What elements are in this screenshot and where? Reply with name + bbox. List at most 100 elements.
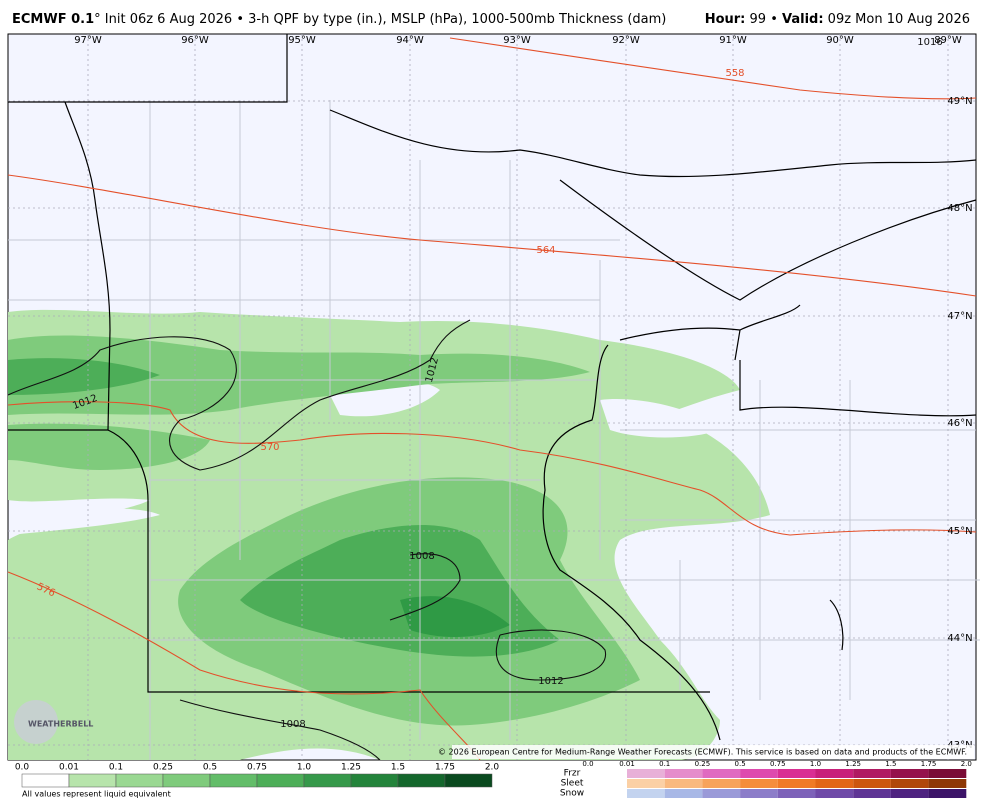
rain-swatch (115, 773, 164, 788)
thickness-label: 564 (536, 245, 555, 256)
mix-tick-label: 0.75 (770, 760, 786, 768)
mix-label: Frzr (564, 769, 581, 779)
rain-swatch (303, 773, 352, 788)
mix-swatch (627, 779, 665, 788)
mix-swatch (890, 769, 929, 778)
latitude-label: 46°N (947, 418, 972, 429)
watermark-text: WEATHERBELL (28, 720, 93, 729)
mix-tick-label: 0.1 (659, 760, 670, 768)
mix-swatch (853, 789, 891, 798)
mix-swatch (702, 789, 741, 798)
thickness-contours (7, 37, 977, 761)
rain-swatch (21, 773, 70, 788)
longitude-label: 90°W (826, 35, 854, 46)
mix-swatch (853, 779, 891, 788)
copyright: © 2026 European Centre for Medium-Range … (438, 748, 967, 757)
mix-tick-label: 0.0 (582, 760, 593, 768)
valid-label: Valid: (782, 12, 824, 27)
pressure-contours (7, 319, 607, 761)
pressure-label: 1008 (280, 719, 305, 730)
rain-tick-label: 0.0 (15, 763, 30, 773)
legend: All values represent liquid equivalent 0… (15, 760, 972, 799)
rain-tick-label: 0.75 (247, 763, 267, 773)
rain-tick-label: 1.25 (341, 763, 361, 773)
county-lines (8, 100, 980, 760)
longitude-label: 89°W (934, 35, 962, 46)
mix-tick-label: 1.75 (921, 760, 937, 768)
rain-swatch (162, 773, 211, 788)
rain-swatch (68, 773, 117, 788)
latitude-label: 45°N (947, 526, 972, 537)
thickness-label: 558 (725, 68, 744, 79)
rain-swatch (397, 773, 446, 788)
mix-label: Snow (560, 789, 584, 799)
mix-swatch (664, 789, 703, 798)
latitude-label: 49°N (947, 96, 972, 107)
mix-swatch (664, 779, 703, 788)
model: ECMWF 0.1 (12, 12, 94, 27)
thickness-label: 570 (260, 442, 279, 453)
mix-swatch (928, 789, 967, 798)
header-left: ECMWF 0.1° Init 06z 6 Aug 2026 • 3-h QPF… (12, 12, 666, 27)
mix-swatch (777, 789, 816, 798)
mix-tick-label: 0.25 (695, 760, 711, 768)
mix-tick-label: 1.25 (845, 760, 861, 768)
mix-swatch (853, 769, 891, 778)
map: 97°W 96°W 95°W 94°W 93°W 92°W 91°W 90°W 89°W 49°N… (7, 33, 980, 761)
rain-swatch (444, 773, 493, 788)
mix-swatch (928, 769, 967, 778)
rain-tick-label: 0.1 (109, 763, 123, 773)
rain-tick-label: 1.5 (391, 763, 405, 773)
mix-tick-label: 1.5 (885, 760, 896, 768)
longitude-label: 95°W (288, 35, 316, 46)
watermark: WEATHERBELL (14, 700, 93, 744)
mix-swatch (664, 769, 703, 778)
longitude-label: 92°W (612, 35, 640, 46)
mix-swatch (627, 769, 665, 778)
legend-note: All values represent liquid equivalent (22, 790, 171, 799)
borders (8, 34, 977, 741)
rain-swatch (256, 773, 305, 788)
rain-swatch (350, 773, 399, 788)
rain-tick-label: 2.0 (485, 763, 500, 773)
rain-tick-label: 1.0 (297, 763, 312, 773)
mix-tick-label: 2.0 (961, 760, 972, 768)
header-right: Hour: 99 • Valid: 09z Mon 10 Aug 2026 (705, 12, 970, 27)
latitude-label: 44°N (947, 633, 972, 644)
mix-swatch (890, 779, 929, 788)
mix-swatch (740, 769, 778, 778)
rain-tick-label: 0.01 (59, 763, 79, 773)
valid-value: 09z Mon 10 Aug 2026 (824, 12, 970, 27)
mix-tick-label: 1.0 (810, 760, 821, 768)
mix-swatch (815, 769, 854, 778)
copyright-bg (452, 745, 974, 759)
pressure-label: 1008 (409, 551, 434, 562)
rain-tick-label: 0.5 (203, 763, 217, 773)
hour-label: Hour: (705, 12, 746, 27)
latitude-label: 48°N (947, 203, 972, 214)
mix-swatch (928, 779, 967, 788)
mix-swatch (777, 769, 816, 778)
mix-swatch (702, 769, 741, 778)
hour-value: 99 • (745, 12, 782, 27)
rain-tick-label: 0.25 (153, 763, 173, 773)
mix-tick-label: 0.01 (619, 760, 635, 768)
pressure-label: 1016 (917, 37, 942, 48)
mix-swatch (702, 779, 741, 788)
precip (8, 309, 770, 760)
longitude-label: 96°W (181, 35, 209, 46)
mix-swatch (740, 789, 778, 798)
rain-swatch (209, 773, 258, 788)
mix-swatch (627, 789, 665, 798)
mix-swatch (890, 789, 929, 798)
longitude-label: 94°W (396, 35, 424, 46)
rain-tick-label: 1.75 (435, 763, 455, 773)
longitude-label: 93°W (503, 35, 531, 46)
mix-swatch (815, 789, 854, 798)
longitude-label: 91°W (719, 35, 747, 46)
mix-swatch (815, 779, 854, 788)
longitude-label: 97°W (74, 35, 102, 46)
pressure-label: 1012 (538, 676, 563, 687)
